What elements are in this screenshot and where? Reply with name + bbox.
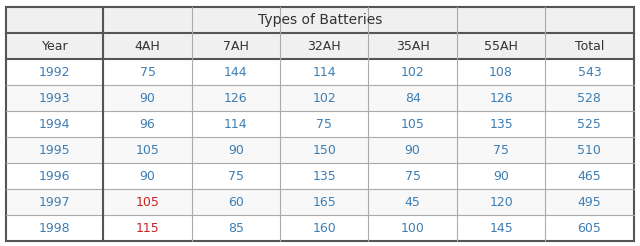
Text: 135: 135 [489,118,513,131]
FancyBboxPatch shape [545,33,634,59]
FancyBboxPatch shape [6,163,634,189]
Text: 145: 145 [489,222,513,235]
Text: 105: 105 [136,196,159,209]
FancyBboxPatch shape [457,33,545,59]
Text: 75: 75 [316,118,332,131]
Text: 90: 90 [140,92,156,105]
Text: Types of Batteries: Types of Batteries [258,13,382,27]
Text: 32AH: 32AH [307,40,341,53]
FancyBboxPatch shape [280,33,369,59]
Text: 135: 135 [312,170,336,183]
Text: 1992: 1992 [39,66,70,79]
Text: 105: 105 [401,118,424,131]
Text: Year: Year [42,40,68,53]
Text: 510: 510 [577,144,602,157]
Text: 102: 102 [312,92,336,105]
Text: 114: 114 [224,118,248,131]
FancyBboxPatch shape [104,33,192,59]
Text: 120: 120 [489,196,513,209]
FancyBboxPatch shape [6,111,634,137]
Text: 35AH: 35AH [396,40,429,53]
FancyBboxPatch shape [6,33,104,59]
Text: 90: 90 [140,170,156,183]
Text: 605: 605 [577,222,602,235]
FancyBboxPatch shape [6,215,634,241]
Text: 160: 160 [312,222,336,235]
Text: 1997: 1997 [39,196,70,209]
Text: 55AH: 55AH [484,40,518,53]
Text: 495: 495 [577,196,602,209]
Text: 1993: 1993 [39,92,70,105]
Text: 84: 84 [404,92,420,105]
Text: 90: 90 [228,144,244,157]
Text: 114: 114 [312,66,336,79]
Text: 108: 108 [489,66,513,79]
Text: 75: 75 [493,144,509,157]
Text: 543: 543 [577,66,602,79]
FancyBboxPatch shape [6,137,634,163]
FancyBboxPatch shape [6,189,634,215]
FancyBboxPatch shape [6,7,634,33]
Text: 7AH: 7AH [223,40,249,53]
FancyBboxPatch shape [369,33,457,59]
Text: 465: 465 [577,170,602,183]
Text: Total: Total [575,40,604,53]
FancyBboxPatch shape [6,85,634,111]
Text: 525: 525 [577,118,602,131]
Text: 60: 60 [228,196,244,209]
Text: 75: 75 [140,66,156,79]
Text: 90: 90 [493,170,509,183]
Text: 165: 165 [312,196,336,209]
Text: 126: 126 [224,92,248,105]
Text: 150: 150 [312,144,336,157]
Text: 75: 75 [404,170,420,183]
Text: 1996: 1996 [39,170,70,183]
Text: 528: 528 [577,92,602,105]
Text: 1995: 1995 [39,144,70,157]
Text: 90: 90 [404,144,420,157]
Text: 85: 85 [228,222,244,235]
Text: 4AH: 4AH [134,40,161,53]
Text: 105: 105 [136,144,159,157]
Text: 102: 102 [401,66,424,79]
Text: 1994: 1994 [39,118,70,131]
Text: 96: 96 [140,118,156,131]
Text: 1998: 1998 [39,222,70,235]
Text: 144: 144 [224,66,248,79]
Text: 100: 100 [401,222,424,235]
Text: 115: 115 [136,222,159,235]
FancyBboxPatch shape [192,33,280,59]
Text: 45: 45 [404,196,420,209]
FancyBboxPatch shape [6,59,634,85]
Text: 75: 75 [228,170,244,183]
Text: 126: 126 [489,92,513,105]
